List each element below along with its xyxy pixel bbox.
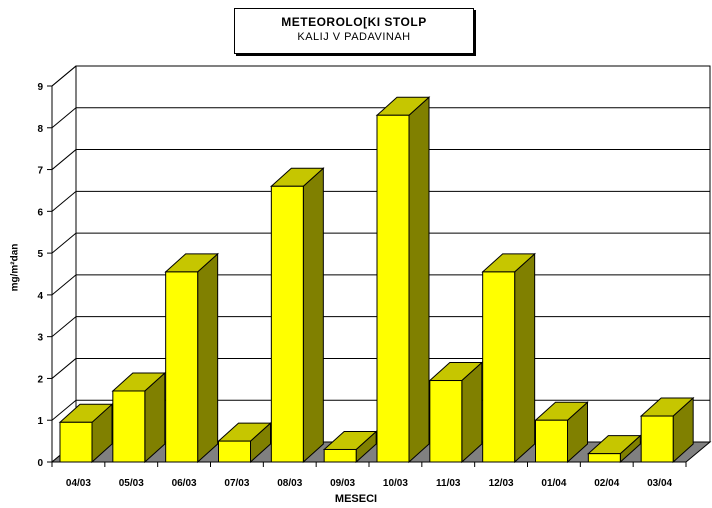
y-tick-label: 1	[37, 416, 43, 427]
y-tick-label: 4	[37, 291, 43, 302]
bar	[640, 415, 674, 463]
x-tick-label: 11/03	[436, 478, 461, 489]
y-tick-label: 0	[37, 458, 43, 469]
side-gridline	[51, 274, 77, 296]
side-gridline	[51, 107, 77, 129]
y-tick-label: 3	[37, 333, 43, 344]
x-tick-label: 12/03	[489, 478, 514, 489]
bar	[270, 185, 304, 463]
y-tick-label: 7	[37, 166, 43, 177]
bar	[587, 453, 621, 463]
y-axis-top	[51, 65, 77, 87]
y-tick-label: 2	[37, 374, 43, 385]
chart-subtitle: KALIJ V PADAVINAH	[297, 31, 411, 43]
x-tick-label: 02/04	[594, 478, 619, 489]
x-tick-label: 01/04	[541, 478, 566, 489]
y-tick-label: 5	[37, 249, 43, 260]
bar	[59, 421, 93, 463]
y-tick-label: 8	[37, 124, 43, 135]
y-tick-label: 9	[37, 82, 43, 93]
y-axis-label: mg/m²dan	[9, 243, 21, 292]
x-tick-label: 10/03	[383, 478, 408, 489]
x-tick-label: 05/03	[119, 478, 144, 489]
bar	[112, 390, 146, 463]
bar	[165, 271, 199, 463]
y-tick-label: 6	[37, 207, 43, 218]
x-tick-label: 04/03	[66, 478, 91, 489]
x-axis-label: MESECI	[334, 493, 378, 505]
x-tick-label: 07/03	[224, 478, 249, 489]
x-tick-label: 08/03	[277, 478, 302, 489]
bar-side	[408, 96, 430, 464]
bar	[482, 271, 516, 463]
title-box: METEOROLO[KI STOLP KALIJ V PADAVINAH	[234, 8, 474, 54]
side-gridline	[51, 149, 77, 170]
bar	[376, 114, 410, 463]
side-gridline	[51, 232, 77, 254]
side-gridline	[51, 316, 77, 338]
bar-side	[197, 252, 219, 464]
bar-side	[302, 167, 324, 464]
bar	[218, 440, 251, 463]
x-tick-label: 06/03	[172, 478, 197, 489]
side-gridline	[51, 190, 77, 212]
side-gridline	[51, 358, 77, 379]
x-tick-label: 09/03	[330, 478, 355, 489]
side-gridline	[51, 399, 77, 421]
chart-title: METEOROLO[KI STOLP	[281, 15, 427, 29]
bar-side	[514, 252, 536, 464]
bar	[429, 380, 463, 463]
bar	[535, 419, 568, 463]
bar	[323, 448, 357, 463]
x-tick-label: 03/04	[647, 478, 672, 489]
